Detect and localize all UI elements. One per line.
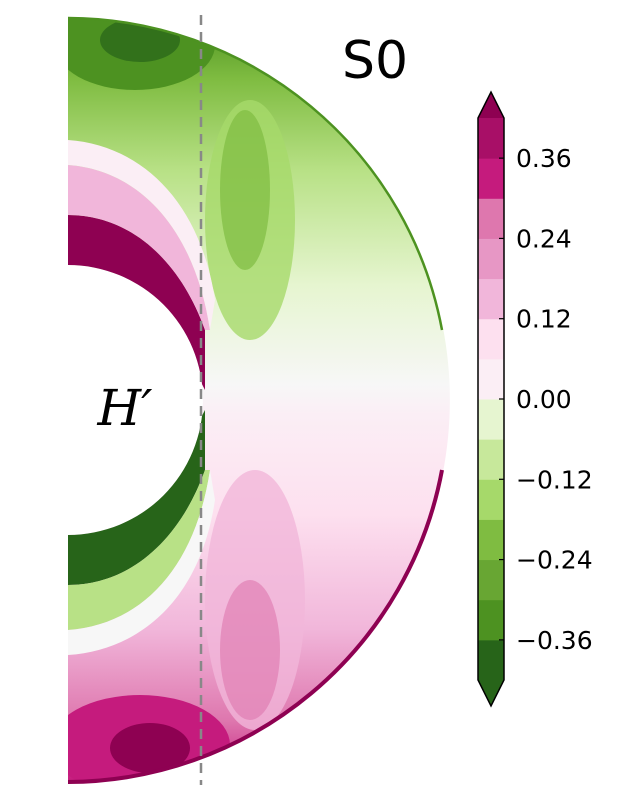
colorbar-tick-label: 0.12 [516,305,572,334]
colorbar-band [478,439,504,480]
colorbar-tick-label: 0.24 [516,224,572,253]
north-green-lobe-core [220,110,270,270]
colorbar-band [478,238,504,280]
colorbar-band [478,519,504,561]
colorbar-tick-label: −0.24 [516,546,593,575]
colorbar-tick-label: −0.36 [516,626,593,655]
colorbar-outline [477,90,505,708]
colorbar-tick-label: −0.12 [516,465,593,494]
colorbar-band [478,118,504,159]
quantity-label: H′ [97,379,154,437]
south-polar-core [110,723,190,773]
north-inner-white-band [68,140,215,330]
colorbar-extend-max [478,92,504,118]
colorbar-band [478,158,504,199]
colorbar-extend-min [478,680,504,706]
colorbar-tick-label: 0.00 [516,385,572,414]
north-inner-magenta [68,215,205,390]
colorbar-tick-label: 0.36 [516,144,572,173]
colorbar-band [478,198,504,239]
south-pink-lobe-core [220,580,280,720]
south-inner-white-band [68,470,215,655]
colorbar-band [478,559,504,601]
panel-title: S0 [342,31,408,91]
colorbar-band [478,358,504,400]
colorbar-band [478,479,504,520]
colorbar-band [478,399,504,440]
colorbar-band [478,318,504,360]
colorbar-band [478,599,504,641]
colorbar-band [478,278,504,320]
colorbar-ticks: 0.36 0.24 0.12 0.00 −0.12 −0.24 −0.36 [499,144,593,655]
south-inner-green [68,410,205,585]
outer-rim-south [67,469,444,784]
colorbar [477,90,505,708]
north-inner-pink-band [68,165,210,330]
south-inner-lightgreen-band [68,470,210,630]
colorbar-band [478,639,504,681]
outer-rim-north [67,16,444,331]
